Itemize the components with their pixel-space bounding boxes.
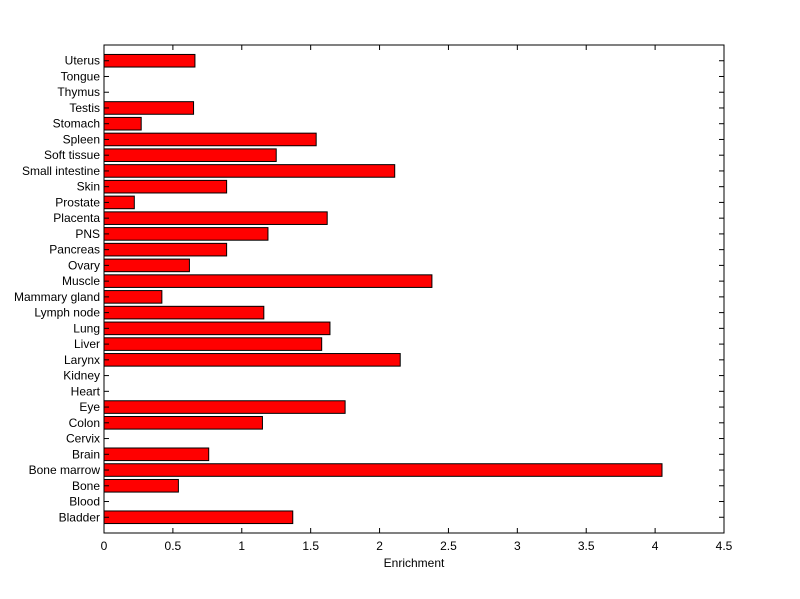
bar-pns [103, 227, 269, 241]
y-tick-label: Muscle [62, 274, 100, 288]
y-tick-label: Bladder [59, 510, 100, 524]
y-tick-label: Larynx [64, 353, 100, 367]
bar-skin [103, 179, 228, 194]
x-tick-label: 4.5 [716, 539, 733, 553]
bar-eye [103, 400, 346, 414]
bar-bone [103, 478, 179, 493]
bar-larynx [103, 353, 401, 367]
y-tick-label: Brain [72, 447, 100, 461]
y-tick-label: Bone [72, 479, 100, 493]
x-tick-label: 3 [514, 539, 521, 553]
bar-bladder [103, 510, 294, 525]
y-tick-label: Prostate [55, 195, 100, 209]
y-tick-label: Mammary gland [14, 290, 100, 304]
y-tick-label: Soft tissue [44, 148, 100, 162]
y-tick-label: Placenta [53, 211, 100, 225]
bar-ovary [103, 258, 190, 273]
bar-soft-tissue [103, 148, 277, 162]
y-tick-label: Liver [74, 337, 100, 351]
y-tick-label: Lymph node [34, 306, 100, 320]
bar-testis [103, 101, 195, 115]
bar-bone-marrow [103, 463, 663, 477]
y-tick-label: Stomach [53, 117, 100, 131]
y-tick-label: PNS [75, 227, 100, 241]
y-tick-label: Spleen [63, 132, 100, 146]
bar-placenta [103, 211, 328, 225]
bar-liver [103, 337, 323, 351]
y-tick-label: Blood [69, 495, 100, 509]
y-tick-label: Colon [69, 416, 100, 430]
x-tick-label: 3.5 [578, 539, 595, 553]
y-tick-label: Kidney [63, 369, 100, 383]
y-tick-label: Pancreas [49, 243, 100, 257]
x-tick-label: 0.5 [165, 539, 182, 553]
bar-small-intestine [103, 164, 396, 178]
y-tick-label: Lung [73, 321, 100, 335]
y-tick-label: Small intestine [22, 164, 100, 178]
x-tick-label: 0 [101, 539, 108, 553]
x-tick-label: 1 [238, 539, 245, 553]
y-tick-label: Eye [79, 400, 100, 414]
bar-lung [103, 321, 331, 336]
x-tick-label: 2 [376, 539, 383, 553]
y-tick-label: Ovary [68, 258, 100, 272]
bar-pancreas [103, 242, 228, 257]
bar-stomach [103, 116, 142, 131]
bar-muscle [103, 274, 433, 288]
ticks-group [103, 45, 725, 533]
x-tick-label: 4 [652, 539, 659, 553]
bar-lymph-node [103, 305, 265, 320]
plot-frame [103, 44, 725, 534]
x-tick-labels: 0 0.5 1 1.5 2 2.5 3 3.5 4 4.5 [101, 539, 733, 553]
bar-brain [103, 447, 210, 462]
y-tick-label: Tongue [61, 69, 101, 83]
bar-uterus [103, 53, 196, 68]
y-tick-label: Cervix [66, 432, 100, 446]
y-tick-label: Testis [69, 101, 100, 115]
bar-colon [103, 416, 263, 430]
y-tick-label: Uterus [65, 54, 100, 68]
y-tick-label: Thymus [57, 85, 100, 99]
bar-spleen [103, 132, 317, 147]
y-tick-label: Heart [71, 384, 101, 398]
y-tick-label: Bone marrow [29, 463, 101, 477]
y-tick-label: Skin [77, 180, 100, 194]
bar-mammary-gland [103, 290, 163, 304]
x-tick-label: 2.5 [440, 539, 457, 553]
x-tick-label: 1.5 [302, 539, 319, 553]
x-axis-title: Enrichment [384, 556, 445, 570]
